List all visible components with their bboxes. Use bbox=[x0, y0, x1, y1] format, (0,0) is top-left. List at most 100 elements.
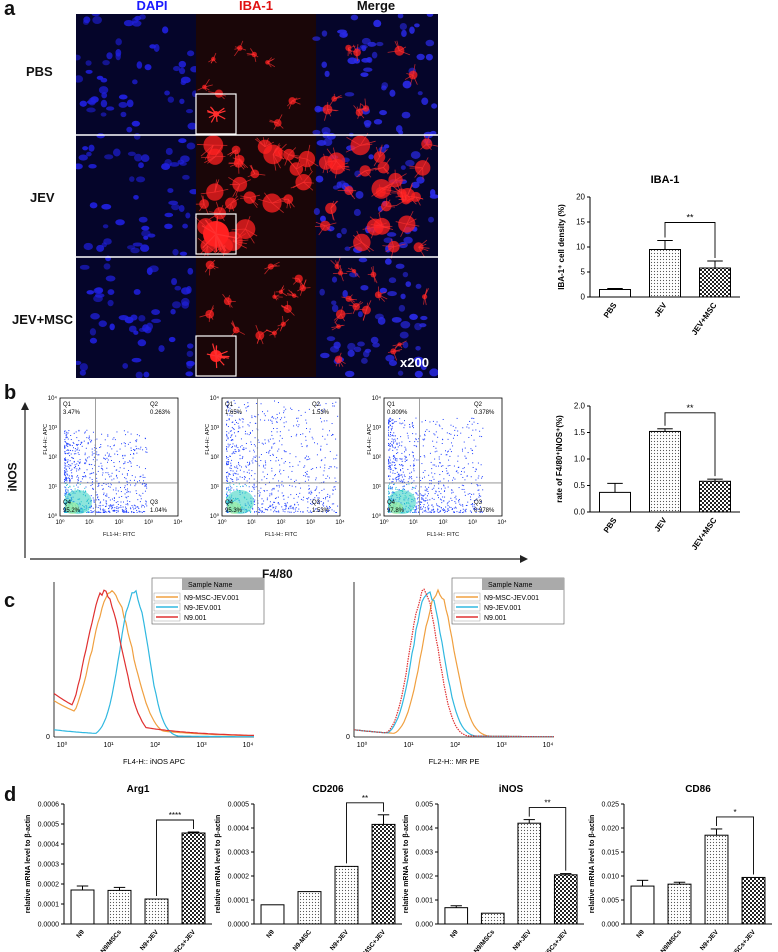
inset-box-pbs bbox=[195, 93, 237, 135]
significance-bracket bbox=[664, 412, 716, 477]
category-label: PBS bbox=[602, 515, 619, 534]
legend-header-bg bbox=[182, 578, 264, 590]
x-tick-label: 10² bbox=[439, 520, 448, 526]
y-tick-label: 0.0003 bbox=[38, 862, 60, 869]
y-tick-label: 1.5 bbox=[574, 428, 586, 437]
legend-header-bg bbox=[482, 578, 564, 590]
y-tick-label: 10² bbox=[210, 455, 219, 461]
histogram-curve bbox=[353, 588, 554, 738]
legend-item: N9-JEV.001 bbox=[484, 605, 521, 612]
x-tick-label: 10³ bbox=[306, 520, 315, 526]
y-tick-label: 0.015 bbox=[601, 850, 619, 857]
panel-c-letter: c bbox=[4, 590, 16, 612]
x-tick-label: 10⁰ bbox=[379, 519, 389, 526]
legend-item: N9.001 bbox=[184, 615, 207, 622]
category-label: PBS bbox=[602, 300, 619, 319]
cd206-bar-chart: CD206 0.0000 0.0001 0.0002 0.0003 0.0004 0.000… bbox=[215, 784, 402, 952]
zero-label: 0 bbox=[46, 734, 50, 741]
f480-arrow bbox=[30, 555, 528, 563]
y-axis-label: relative mRNA level to β-actin bbox=[589, 815, 596, 914]
chart-title: iNOS bbox=[499, 784, 524, 795]
y-tick-label: 0.0006 bbox=[38, 802, 60, 809]
bar bbox=[107, 889, 132, 925]
y-tick-label: 0.0004 bbox=[38, 842, 60, 849]
legend-item: N9-MSC-JEV.001 bbox=[484, 595, 539, 602]
y-tick-label: 10⁴ bbox=[48, 395, 58, 402]
quadrant-label: Q3 bbox=[312, 500, 321, 506]
quadrant-label: Q1 bbox=[225, 402, 234, 408]
y-tick-label: 0.0003 bbox=[228, 850, 250, 857]
category-label: N9 bbox=[635, 928, 646, 939]
x-tick-label: 10³ bbox=[144, 520, 153, 526]
y-tick-label: 10⁰ bbox=[48, 513, 58, 520]
histogram-curve bbox=[53, 589, 254, 736]
legend-header: Sample Name bbox=[188, 582, 232, 589]
quadrant-label: Q2 bbox=[150, 402, 159, 408]
legend-item: N9-MSC-JEV.001 bbox=[184, 595, 239, 602]
legend-item: N9.001 bbox=[484, 615, 507, 622]
y-tick-label: 0.0001 bbox=[38, 902, 60, 909]
quadrant-label: Q4 bbox=[63, 500, 72, 506]
x-tick-label: 10⁴ bbox=[173, 519, 183, 526]
x-tick-label: 10¹ bbox=[409, 520, 418, 526]
quadrant-value: 0.378% bbox=[474, 410, 495, 416]
y-tick-label: 2.0 bbox=[574, 402, 586, 411]
y-axis-label: FL4-H:: APC bbox=[205, 424, 211, 455]
x-axis-label: FL2-H:: MR PE bbox=[429, 757, 480, 766]
inset-box-jev-msc bbox=[195, 335, 237, 377]
y-tick-label: 10³ bbox=[48, 426, 57, 432]
category-label: N9/MSCs bbox=[100, 929, 124, 952]
quadrant-value: 0.809% bbox=[387, 410, 408, 416]
bar bbox=[699, 267, 731, 298]
category-label: N9/MSCs bbox=[660, 929, 684, 952]
bar bbox=[704, 834, 729, 925]
x-tick-label: 10² bbox=[115, 520, 124, 526]
quadrant-value: 1.04% bbox=[150, 508, 168, 514]
significance-bracket bbox=[156, 819, 194, 896]
y-tick-label: 0.000 bbox=[601, 922, 619, 929]
y-tick-label: 10⁴ bbox=[210, 395, 220, 402]
y-tick-label: 0.0001 bbox=[228, 898, 250, 905]
bar bbox=[553, 874, 578, 925]
row-label-pbs: PBS bbox=[26, 64, 53, 79]
quadrant-value: 3.47% bbox=[63, 410, 81, 416]
significance-label: ** bbox=[362, 794, 368, 803]
bar bbox=[667, 883, 692, 925]
category-label: JEV bbox=[653, 515, 669, 533]
x-tick-label: 10⁴ bbox=[243, 742, 254, 749]
quadrant-label: Q3 bbox=[474, 500, 483, 506]
x-tick-label: 10³ bbox=[468, 520, 477, 526]
significance-label: ** bbox=[686, 403, 694, 413]
plot-frame bbox=[383, 397, 503, 517]
y-tick-label: 10⁴ bbox=[372, 395, 382, 402]
x-axis-label: FL1-H:: FITC bbox=[103, 532, 135, 538]
y-tick-label: 0 bbox=[581, 293, 586, 302]
f480-inos-bar-chart: 0.0 0.5 1.0 1.5 2.0 rate of F4/80⁺iNOS⁺(%) PBS… bbox=[555, 402, 740, 552]
category-label: N9-MSC bbox=[292, 929, 314, 952]
y-tick-label: 0.010 bbox=[601, 874, 619, 881]
quadrant-value: 0.263% bbox=[150, 410, 171, 416]
y-tick-label: 0.025 bbox=[601, 802, 619, 809]
quadrant-value: 0.978% bbox=[474, 508, 495, 514]
x-tick-label: 10⁰ bbox=[217, 519, 227, 526]
y-tick-label: 10¹ bbox=[372, 485, 381, 491]
col-label-dapi: DAPI bbox=[136, 0, 168, 13]
y-tick-label: 0.000 bbox=[415, 922, 433, 929]
y-tick-label: 1.0 bbox=[574, 455, 586, 464]
y-axis-label: relative mRNA level to β-actin bbox=[403, 815, 410, 914]
x-tick-label: 10⁴ bbox=[543, 742, 554, 749]
x-tick-label: 10⁰ bbox=[357, 741, 368, 749]
y-tick-label: 0.001 bbox=[415, 898, 433, 905]
zero-label: 0 bbox=[346, 734, 350, 741]
bar bbox=[480, 912, 505, 925]
x-tick-label: 10⁰ bbox=[55, 519, 65, 526]
row-label-jev-msc: JEV+MSC bbox=[12, 312, 74, 327]
y-tick-label: 15 bbox=[576, 218, 585, 227]
histogram-curve bbox=[53, 589, 254, 738]
chart-title: Arg1 bbox=[127, 784, 150, 795]
bar bbox=[334, 865, 359, 925]
bar bbox=[630, 885, 655, 925]
quadrant-value: 1.65% bbox=[225, 410, 243, 416]
quadrant-label: Q1 bbox=[63, 402, 72, 408]
